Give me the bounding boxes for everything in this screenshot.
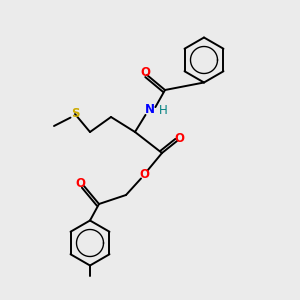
Text: H: H [159, 104, 168, 118]
Text: N: N [145, 103, 155, 116]
Text: S: S [71, 107, 79, 120]
Text: O: O [174, 132, 184, 145]
Text: O: O [140, 65, 151, 79]
Text: O: O [139, 167, 149, 181]
Text: O: O [75, 177, 85, 190]
